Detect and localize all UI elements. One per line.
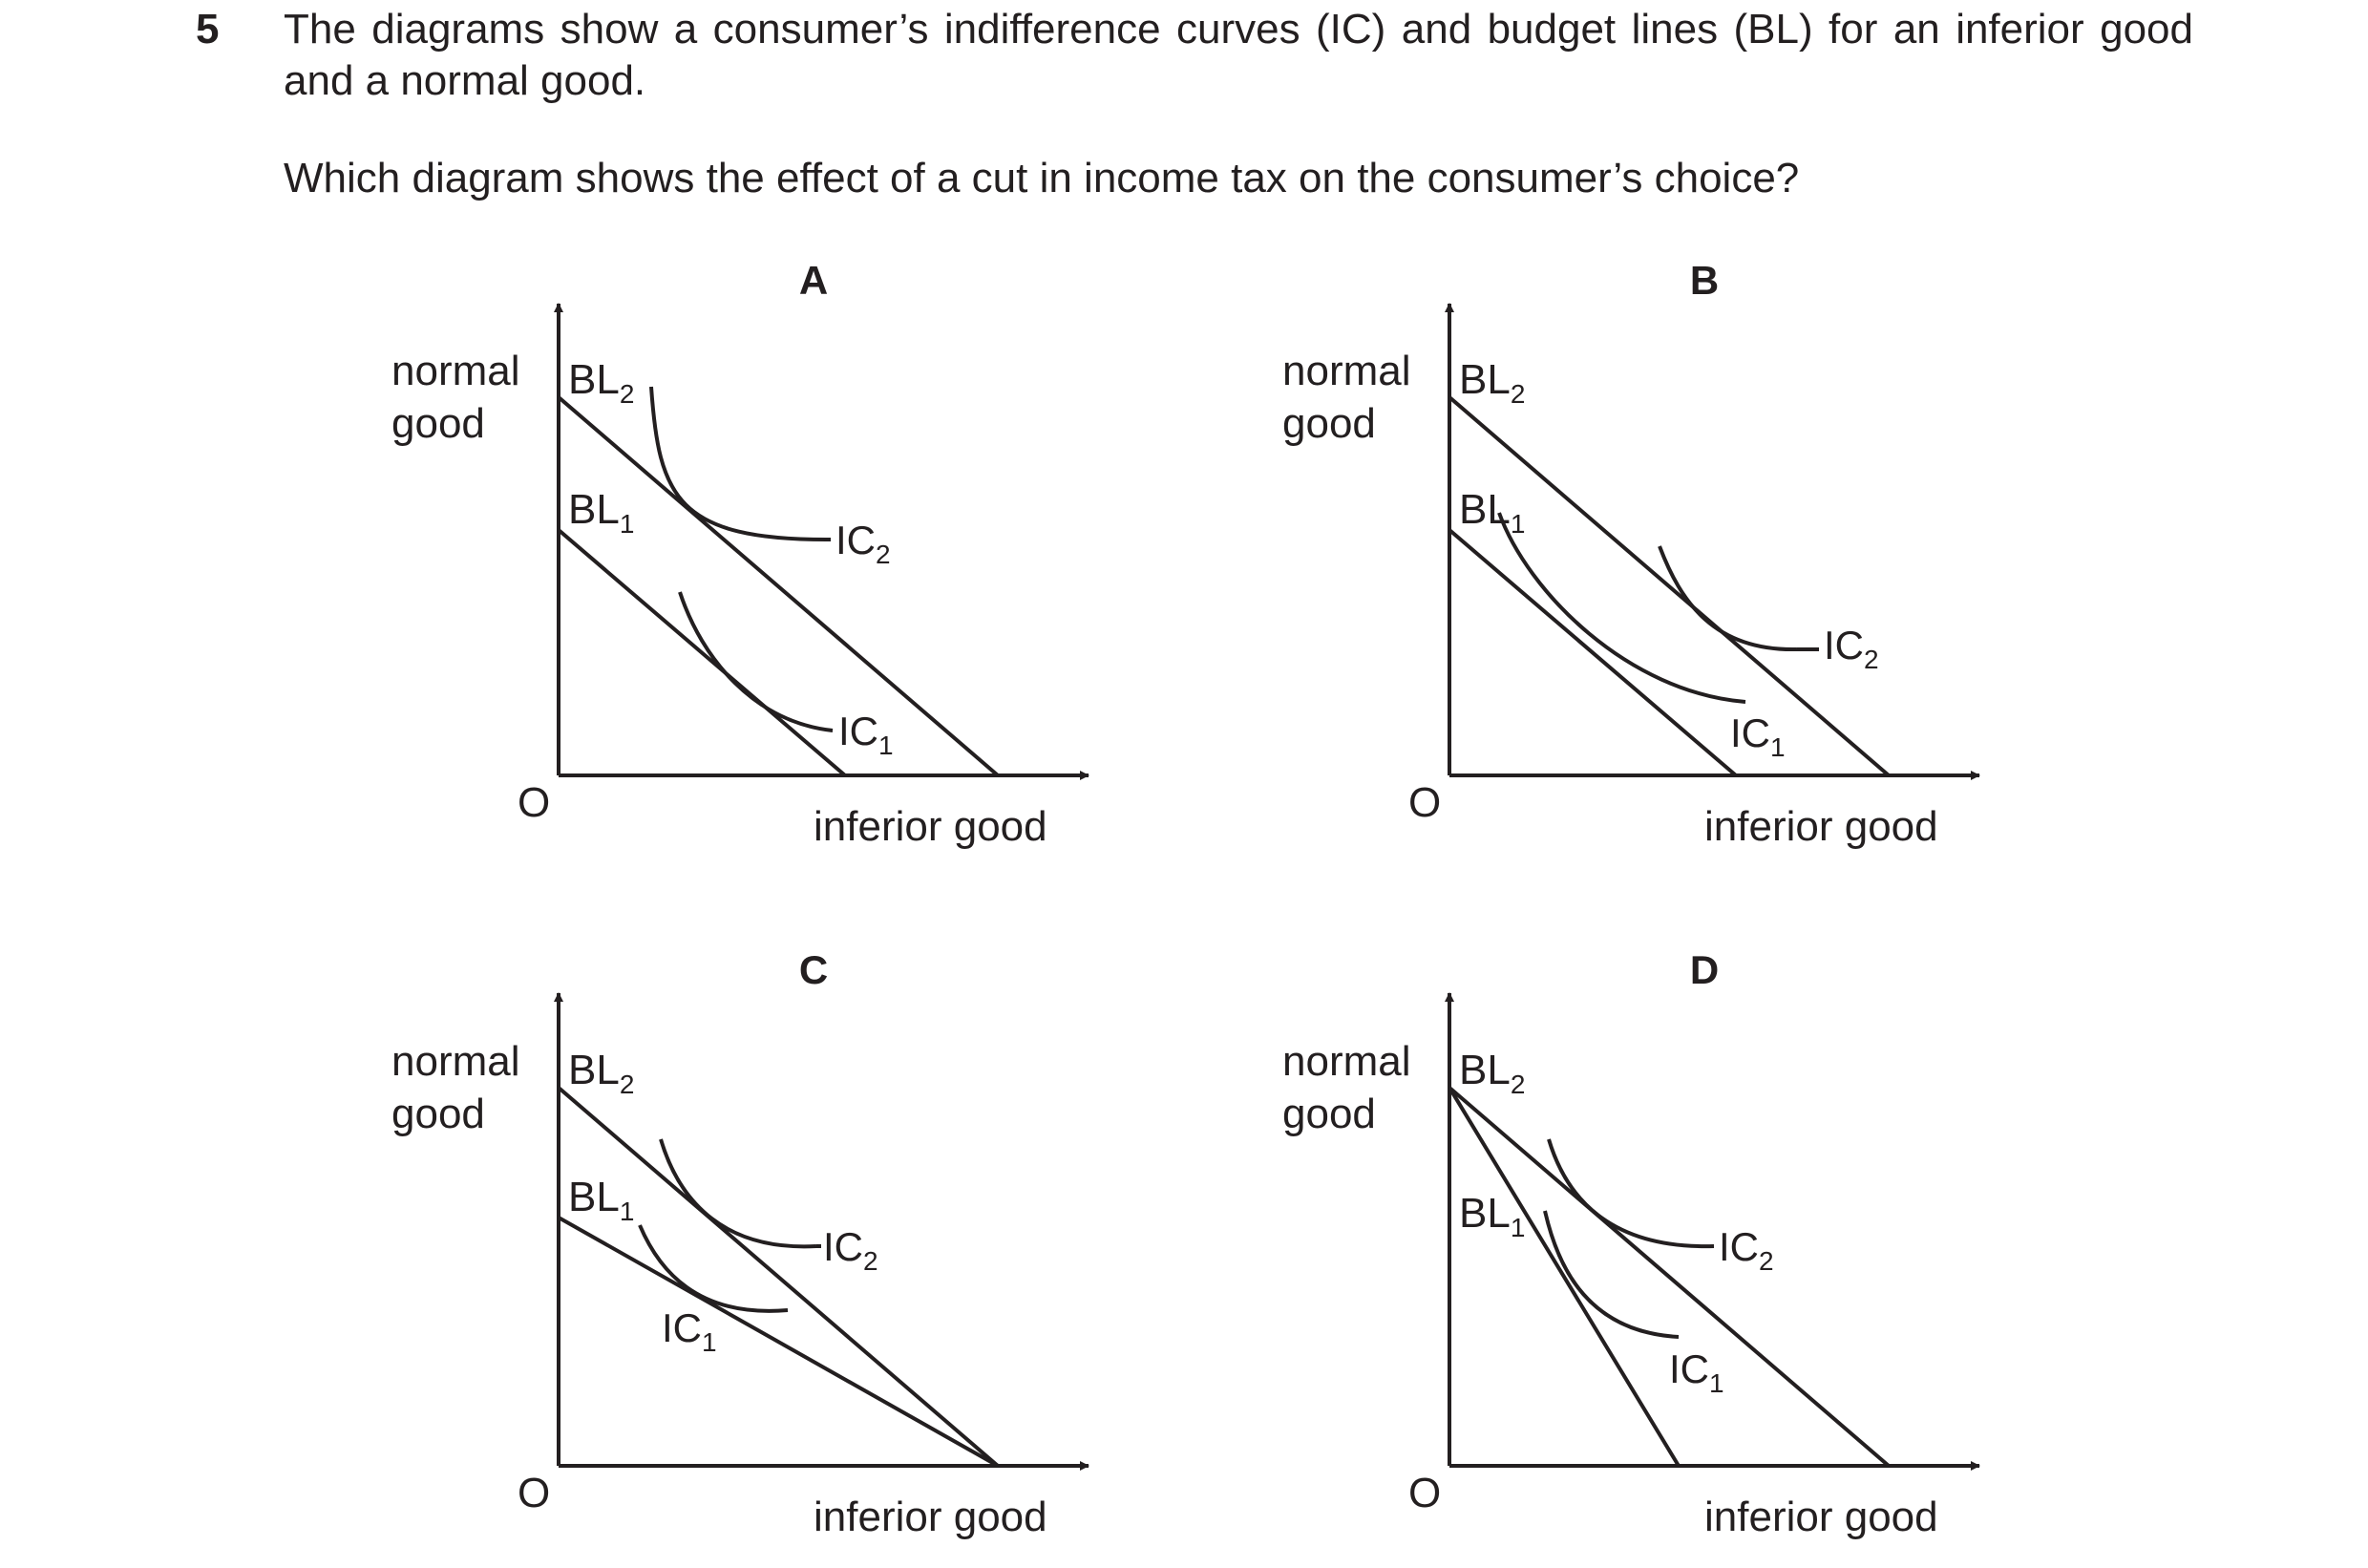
ic1-label: IC1 bbox=[662, 1305, 717, 1357]
budget-line-bl1 bbox=[1448, 528, 1738, 777]
indifference-curve-ic2 bbox=[1658, 545, 1798, 652]
budget-line-bl1 bbox=[1448, 1086, 1681, 1468]
ic2-label: IC2 bbox=[835, 518, 891, 569]
bl2-label: BL2 bbox=[568, 1047, 634, 1099]
question-prompt: Which diagram shows the effect of a cut … bbox=[284, 155, 1800, 201]
budget-line-bl2 bbox=[1448, 395, 1891, 777]
x-axis-label: inferior good bbox=[1704, 803, 1938, 850]
origin-label: O bbox=[518, 779, 550, 826]
option-label-a: A bbox=[799, 258, 828, 303]
y-axis-label-line2: good bbox=[1282, 400, 1376, 447]
indifference-curve-ic2 bbox=[1547, 1138, 1715, 1249]
indifference-curve-ic1 bbox=[638, 1224, 789, 1313]
budget-line-bl2 bbox=[1448, 1086, 1891, 1468]
origin-label: O bbox=[1408, 779, 1441, 826]
diagram-d: D normal good inferior good O BL2 BL1 IC… bbox=[1282, 947, 1980, 1540]
budget-line-bl1 bbox=[558, 1216, 999, 1468]
indifference-curve-ic1 bbox=[1543, 1210, 1680, 1339]
y-axis-label-line2: good bbox=[391, 1091, 485, 1137]
option-label-d: D bbox=[1690, 947, 1719, 992]
bl1-label: BL1 bbox=[1459, 1190, 1525, 1242]
y-axis-label-line2: good bbox=[1282, 1091, 1376, 1137]
x-axis-label: inferior good bbox=[814, 1494, 1047, 1540]
option-label-b: B bbox=[1690, 258, 1719, 303]
origin-label: O bbox=[1408, 1470, 1441, 1516]
option-label-c: C bbox=[799, 947, 828, 992]
x-axis-label: inferior good bbox=[1704, 1494, 1938, 1540]
origin-label: O bbox=[518, 1470, 550, 1516]
indifference-curve-ic1 bbox=[678, 591, 834, 732]
ic2-label: IC2 bbox=[823, 1224, 878, 1276]
question-number: 5 bbox=[196, 6, 220, 53]
diagram-c: C normal good inferior good O BL2 BL1 IC… bbox=[391, 947, 1089, 1540]
bl2-label: BL2 bbox=[568, 356, 634, 409]
budget-line-bl2 bbox=[557, 1086, 1000, 1468]
budget-line-bl2 bbox=[557, 395, 1000, 777]
ic1-label: IC1 bbox=[1669, 1346, 1724, 1398]
y-axis-label-line1: normal bbox=[1282, 348, 1411, 394]
ic2-label: IC2 bbox=[1824, 623, 1879, 674]
budget-line-bl1 bbox=[557, 528, 847, 777]
bl1-label: BL1 bbox=[568, 486, 634, 539]
y-axis-label-line1: normal bbox=[1282, 1038, 1411, 1085]
question-text: The diagrams show a consumer’s indiffere… bbox=[284, 6, 2193, 104]
diagram-a: A normal good inferior good O BL2 BL1 IC… bbox=[391, 258, 1089, 850]
y-axis-label-line1: normal bbox=[391, 348, 520, 394]
indifference-curve-ic1 bbox=[1497, 512, 1746, 704]
ic1-label: IC1 bbox=[1730, 710, 1786, 762]
ic2-label: IC2 bbox=[1719, 1224, 1774, 1276]
y-axis-label-line2: good bbox=[391, 400, 485, 447]
y-axis-label-line1: normal bbox=[391, 1038, 520, 1085]
indifference-curve-ic2 bbox=[649, 386, 832, 542]
bl1-label: BL1 bbox=[1459, 486, 1525, 539]
indifference-curve-ic2 bbox=[659, 1138, 817, 1249]
bl2-label: BL2 bbox=[1459, 1047, 1525, 1099]
ic1-label: IC1 bbox=[838, 709, 894, 760]
x-axis-label: inferior good bbox=[814, 803, 1047, 850]
bl2-label: BL2 bbox=[1459, 356, 1525, 409]
diagram-b: B normal good inferior good O BL2 BL1 IC… bbox=[1282, 258, 1980, 850]
bl1-label: BL1 bbox=[568, 1174, 634, 1226]
